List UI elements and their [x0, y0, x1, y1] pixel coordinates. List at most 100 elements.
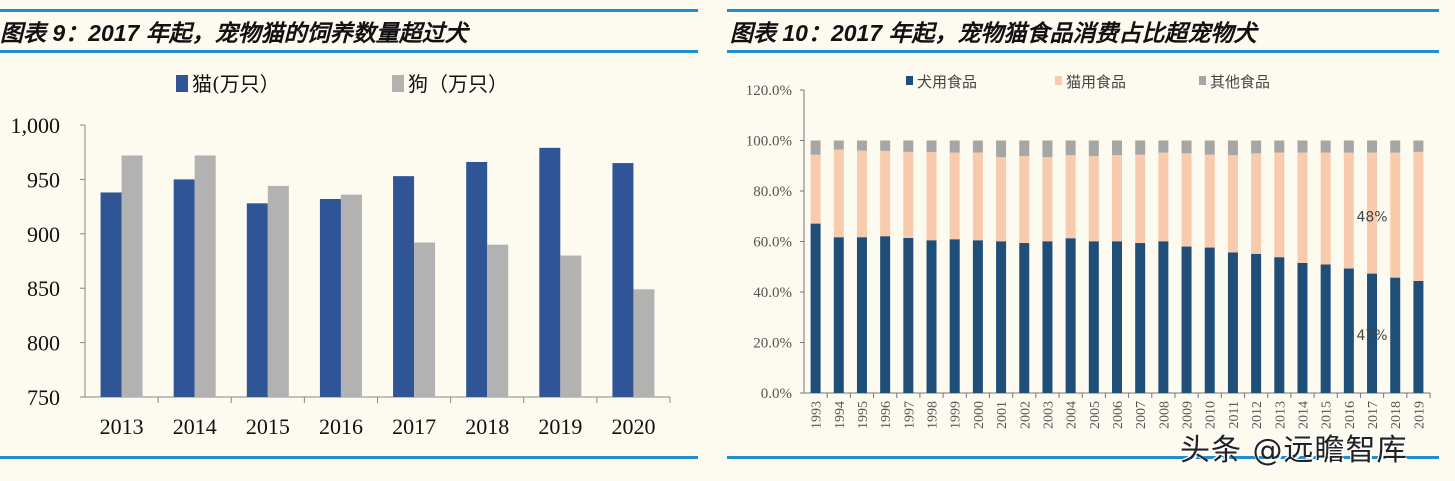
bar-dog-2019: [560, 255, 582, 397]
bar-segment-dog-2017: [1367, 273, 1378, 393]
bar-segment-cat-2004: [1065, 155, 1076, 239]
bar-segment-cat-2003: [1042, 157, 1053, 242]
x-tick-label-left: 2015: [246, 414, 290, 439]
legend-swatch-right: [906, 76, 913, 85]
bar-segment-other-2013: [1274, 140, 1285, 153]
x-tick-label-right: 2013: [1273, 401, 1288, 429]
divider-bottom-right: [727, 456, 1439, 459]
bar-segment-cat-2013: [1274, 152, 1285, 258]
bar-segment-other-2014: [1297, 140, 1308, 153]
x-tick-label-right: 2003: [1041, 401, 1056, 429]
y-tick-label-right: 120.0%: [746, 83, 792, 99]
x-tick-label-right: 2016: [1343, 401, 1358, 429]
x-tick-label-left: 2013: [100, 414, 144, 439]
bar-segment-dog-2012: [1251, 253, 1262, 393]
bar-segment-other-1998: [926, 140, 937, 153]
x-tick-label-right: 2012: [1250, 401, 1265, 429]
x-tick-label-left: 2017: [392, 414, 436, 439]
bar-segment-other-2009: [1181, 140, 1192, 154]
y-tick-label-left: 1,000: [11, 113, 61, 138]
bar-segment-other-1993: [810, 140, 821, 155]
data-label-right: 48%: [1356, 209, 1387, 225]
bar-segment-other-2019: [1413, 140, 1424, 152]
bar-segment-other-2008: [1158, 140, 1169, 153]
bar-segment-cat-1996: [880, 150, 891, 237]
bar-segment-other-2018: [1390, 140, 1401, 153]
x-tick-label-right: 2015: [1320, 401, 1335, 429]
x-tick-label-right: 2010: [1204, 401, 1219, 429]
y-tick-label-left: 750: [27, 385, 60, 410]
bar-segment-other-1995: [856, 140, 867, 151]
x-tick-label-right: 2018: [1389, 401, 1404, 429]
bar-segment-cat-1998: [926, 152, 937, 241]
x-tick-label-right: 1997: [902, 401, 917, 429]
bar-segment-other-1999: [949, 140, 960, 153]
bar-segment-other-2007: [1135, 140, 1146, 155]
x-tick-label-left: 2018: [465, 414, 509, 439]
bar-cat-2013: [100, 192, 122, 397]
x-tick-label-right: 2008: [1157, 401, 1172, 429]
bar-segment-cat-1994: [833, 149, 844, 238]
legend-label-right: 犬用食品: [917, 73, 977, 91]
bar-segment-dog-2007: [1135, 243, 1146, 393]
bar-segment-other-2006: [1112, 140, 1122, 156]
divider-title-right: [727, 50, 1439, 53]
bar-cat-2018: [466, 161, 488, 397]
bar-segment-other-2017: [1367, 140, 1378, 153]
divider-top-right: [727, 9, 1439, 12]
bar-segment-cat-1993: [810, 154, 821, 224]
bar-cat-2014: [173, 179, 195, 397]
bar-segment-other-2003: [1042, 140, 1053, 158]
bar-segment-dog-1998: [926, 240, 937, 393]
x-tick-label-right: 1994: [833, 401, 848, 429]
bar-segment-cat-2019: [1413, 151, 1424, 281]
legend-label-left: 猫(万只）: [192, 72, 280, 96]
bar-segment-other-2016: [1343, 140, 1354, 153]
bar-segment-other-1997: [903, 140, 914, 152]
bar-segment-cat-2006: [1112, 155, 1122, 242]
bar-segment-dog-1996: [880, 236, 891, 393]
bar-segment-dog-2016: [1343, 268, 1354, 393]
y-tick-label-right: 80.0%: [753, 184, 792, 200]
bar-cat-2015: [246, 203, 268, 397]
x-tick-label-right: 2014: [1296, 401, 1311, 429]
bar-segment-cat-1995: [856, 150, 867, 238]
bar-segment-dog-2019: [1413, 280, 1424, 393]
x-tick-label-right: 1993: [810, 401, 825, 429]
bar-segment-cat-2000: [972, 152, 983, 241]
legend-label-right: 猫用食品: [1066, 73, 1126, 91]
x-tick-label-right: 2007: [1134, 401, 1149, 429]
x-tick-label-right: 1995: [856, 401, 871, 429]
divider-top-left: [0, 9, 698, 12]
x-tick-label-right: 2002: [1018, 401, 1033, 429]
y-tick-label-right: 20.0%: [753, 336, 792, 352]
bar-segment-cat-2002: [1019, 156, 1030, 244]
bar-cat-2019: [539, 147, 561, 397]
bar-segment-cat-2014: [1297, 152, 1308, 263]
bar-segment-dog-2001: [996, 241, 1007, 393]
x-tick-label-right: 2004: [1065, 401, 1080, 429]
x-tick-label-right: 2000: [972, 401, 987, 429]
x-tick-label-right: 2006: [1111, 401, 1126, 429]
bar-segment-other-2011: [1227, 140, 1238, 156]
bar-segment-dog-2008: [1158, 241, 1169, 393]
bar-segment-cat-2018: [1390, 152, 1401, 278]
chart-title-left: 图表 9：2017 年起，宠物猫的饲养数量超过犬: [0, 20, 468, 46]
bar-segment-dog-2003: [1042, 241, 1053, 393]
bar-segment-dog-1999: [949, 239, 960, 393]
bar-segment-cat-2008: [1158, 152, 1169, 242]
bar-segment-dog-1995: [856, 237, 867, 393]
y-tick-label-right: 40.0%: [753, 285, 792, 301]
bar-segment-dog-2011: [1227, 252, 1238, 393]
bar-segment-cat-2001: [996, 157, 1007, 242]
bar-cat-2017: [393, 176, 415, 397]
bar-segment-cat-2009: [1181, 153, 1192, 247]
bar-segment-cat-2005: [1088, 156, 1099, 242]
bar-segment-other-2001: [996, 140, 1007, 158]
bar-segment-dog-2002: [1019, 243, 1030, 393]
bar-segment-dog-2006: [1112, 241, 1122, 393]
bar-segment-cat-1997: [903, 151, 914, 238]
bar-segment-dog-1997: [903, 237, 914, 393]
